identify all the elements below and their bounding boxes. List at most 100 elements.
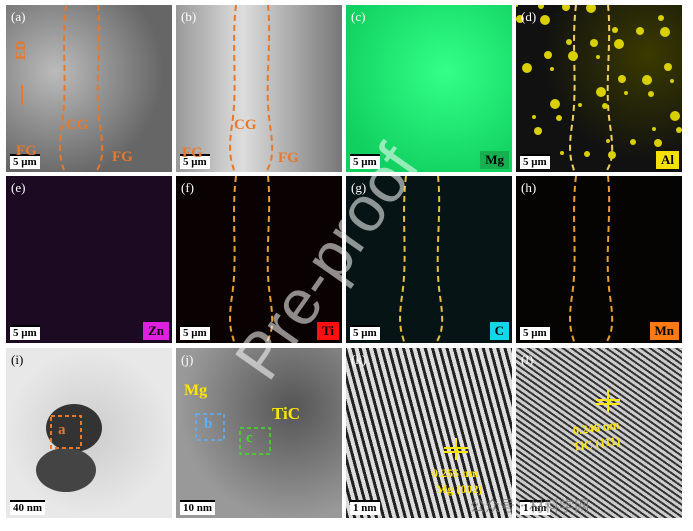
boundary-line bbox=[265, 5, 274, 172]
decoration bbox=[195, 413, 271, 455]
boundary-line bbox=[229, 176, 237, 343]
element-tag: Mn bbox=[649, 322, 679, 340]
boundary-line bbox=[605, 176, 614, 343]
scale-bar: 5 μm bbox=[520, 154, 550, 169]
speckle bbox=[602, 103, 608, 109]
panel-label: (k) bbox=[351, 352, 367, 367]
boundary-line bbox=[605, 5, 614, 172]
annotation: FG bbox=[16, 143, 37, 159]
boundary-line bbox=[59, 5, 67, 172]
annotation: 0.255 nm bbox=[432, 466, 479, 480]
speckle bbox=[670, 111, 680, 121]
speckle bbox=[560, 151, 564, 155]
speckle bbox=[550, 67, 554, 71]
annotation: a bbox=[58, 422, 66, 438]
speckle bbox=[606, 139, 610, 143]
marker bbox=[444, 438, 468, 460]
speckle bbox=[614, 39, 624, 49]
decoration bbox=[36, 404, 102, 492]
speckle bbox=[556, 115, 562, 121]
panel: (i) 40 nm a bbox=[6, 348, 172, 518]
panel: (g) 5 μm C bbox=[346, 176, 512, 343]
panel: (c) 5 μm Mg bbox=[346, 5, 512, 172]
speckle bbox=[538, 5, 544, 9]
boundary-line bbox=[399, 176, 407, 343]
element-tag: Al bbox=[656, 151, 679, 169]
scale-bar: 5 μm bbox=[10, 325, 40, 340]
speckle bbox=[648, 91, 654, 97]
panel: (f) 5 μm Ti bbox=[176, 176, 342, 343]
speckle bbox=[566, 39, 572, 45]
boundary-line bbox=[569, 5, 577, 172]
speckle bbox=[630, 139, 636, 145]
scale-bar: 5 μm bbox=[180, 154, 210, 169]
panel-label: (c) bbox=[351, 9, 366, 24]
panel-label: (j) bbox=[181, 352, 194, 367]
speckle bbox=[516, 15, 524, 23]
boundary-line bbox=[569, 176, 577, 343]
speckle bbox=[624, 91, 628, 95]
decoration bbox=[229, 5, 274, 172]
speckle bbox=[590, 39, 598, 47]
box bbox=[239, 427, 271, 455]
speckle bbox=[578, 103, 582, 107]
scale-bar: 5 μm bbox=[520, 325, 550, 340]
particle bbox=[36, 448, 96, 492]
speckle bbox=[540, 15, 550, 25]
speckle bbox=[596, 87, 606, 97]
speckle bbox=[562, 5, 570, 11]
panel: (l) 1 nm 0.246 nm TiC (111) bbox=[516, 348, 682, 518]
panel: (j) 10 nm Mg TiC b c bbox=[176, 348, 342, 518]
scale-bar: 1 nm bbox=[350, 500, 380, 515]
scale-bar: 5 μm bbox=[350, 154, 380, 169]
annotation: Mg bbox=[184, 382, 208, 399]
speckle bbox=[584, 151, 590, 157]
speckle bbox=[618, 75, 626, 83]
particle bbox=[46, 404, 102, 452]
panel-label: (a) bbox=[11, 9, 26, 24]
decoration bbox=[6, 176, 172, 343]
decoration bbox=[596, 390, 620, 412]
panel: (b) 5 μm FG CG FG bbox=[176, 5, 342, 172]
speckle bbox=[652, 127, 656, 131]
speckle bbox=[642, 75, 652, 85]
speckle bbox=[534, 127, 542, 135]
boundary-line bbox=[435, 176, 444, 343]
element-tag: Ti bbox=[316, 322, 339, 340]
panel-label: (g) bbox=[351, 180, 367, 195]
decoration bbox=[21, 5, 104, 172]
annotation: c bbox=[246, 430, 253, 446]
panel-label: (f) bbox=[181, 180, 194, 195]
marker bbox=[596, 390, 620, 412]
panel: (k) 1 nm 0.255 nm Mg (002) bbox=[346, 348, 512, 518]
scale-bar: 40 nm bbox=[10, 500, 46, 515]
annotation: ED bbox=[14, 40, 29, 60]
scale-bar: 10 nm bbox=[180, 500, 216, 515]
annotation: b bbox=[204, 416, 213, 432]
box bbox=[50, 415, 82, 449]
panel-label: (d) bbox=[521, 9, 537, 24]
speckle bbox=[516, 5, 518, 7]
speckle bbox=[568, 51, 578, 61]
box bbox=[195, 413, 225, 441]
element-tag: Zn bbox=[143, 322, 169, 340]
speckle bbox=[544, 51, 552, 59]
element-tag: Mg bbox=[480, 151, 509, 169]
scale-bar: 5 μm bbox=[180, 325, 210, 340]
decoration bbox=[444, 438, 468, 460]
speckle bbox=[670, 79, 674, 83]
watermark: 公众号 · 材料学网 bbox=[470, 497, 590, 515]
speckle bbox=[532, 115, 536, 119]
panel-label: (i) bbox=[11, 352, 24, 367]
speckle bbox=[612, 27, 618, 33]
annotation: FG bbox=[112, 149, 133, 165]
panel: (h) 5 μm Mn bbox=[516, 176, 682, 343]
panel: (d) 5 μm Al bbox=[516, 5, 682, 172]
speckle bbox=[596, 55, 600, 59]
speckle bbox=[676, 127, 682, 133]
decoration bbox=[399, 176, 444, 343]
annotation: Mg (002) bbox=[436, 482, 483, 496]
speckle bbox=[608, 151, 616, 159]
speckle bbox=[636, 27, 644, 35]
